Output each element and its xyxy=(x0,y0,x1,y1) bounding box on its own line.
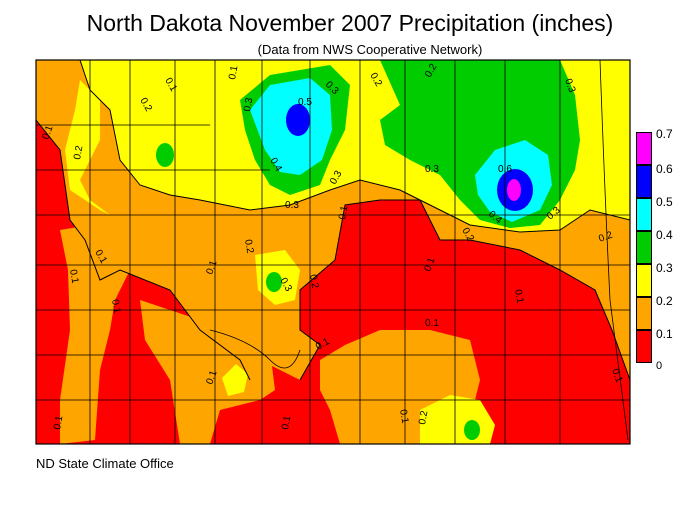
contour-label-37: 0.1 xyxy=(280,414,293,430)
legend-label-0.7: 0.7 xyxy=(656,127,673,141)
contour-label-13: 0.3 xyxy=(285,200,299,211)
contour-label-7: 0.5 xyxy=(298,97,312,108)
contour-label-22: 0.2 xyxy=(242,239,255,255)
contour-label-5: 0.1 xyxy=(227,64,240,80)
legend-label-0.1: 0.1 xyxy=(656,327,673,341)
legend-swatch-0.3-0.4 xyxy=(636,231,652,264)
legend-label-0.2: 0.2 xyxy=(656,294,673,308)
zone-0.2-0.3-southwest xyxy=(222,364,248,396)
contour-label-36: 0.2 xyxy=(417,409,430,425)
zone-0.3-0.4-west xyxy=(156,143,174,167)
legend-swatch-0-0.1 xyxy=(636,330,652,363)
legend-label-0.3: 0.3 xyxy=(656,261,673,275)
legend-label-0.6: 0.6 xyxy=(656,162,673,176)
contour-label-31: 0.1 xyxy=(425,318,439,329)
contour-label-27: 0.1 xyxy=(67,269,80,285)
legend-swatch-0.6-0.7 xyxy=(636,132,652,165)
contour-label-33: 0.1 xyxy=(204,369,219,386)
contour-label-38: 0.1 xyxy=(52,414,65,430)
contour-label-29: 0.1 xyxy=(422,256,437,273)
legend-label-0.5: 0.5 xyxy=(656,195,673,209)
contour-label-34: 0.1 xyxy=(609,367,624,384)
zone-over-0.6 xyxy=(507,179,521,201)
contour-label-30: 0.1 xyxy=(512,289,525,305)
map-subtitle: (Data from NWS Cooperative Network) xyxy=(257,42,483,57)
contour-label-6: 0.3 xyxy=(242,96,255,112)
zone-0.1-0.2-west xyxy=(60,225,130,444)
legend-label-0: 0 xyxy=(656,360,663,372)
zone-0.2-0.3-west xyxy=(65,80,110,215)
contour-label-2: 0.2 xyxy=(72,144,85,160)
legend-label-0.4: 0.4 xyxy=(656,228,673,242)
zone-0.3-0.4-south xyxy=(464,420,480,440)
contour-label-15: 0.3 xyxy=(425,164,439,175)
contour-label-21: 0.1 xyxy=(337,204,350,220)
legend-swatch-0.2-0.3 xyxy=(636,264,652,297)
contour-label-1: 0.1 xyxy=(40,124,55,141)
contour-label-16: 0.6 xyxy=(498,164,512,175)
zone-0.5-0.6-northcentral xyxy=(286,104,310,136)
zone-0.1-0.2-south xyxy=(140,300,275,444)
zone-0.3-0.4-central xyxy=(266,272,282,292)
credit-text: ND State Climate Office xyxy=(36,456,174,471)
contour-label-24: 0.1 xyxy=(204,259,219,276)
contour-label-20: 0.2 xyxy=(597,230,614,245)
contour-label-28: 0.1 xyxy=(109,299,122,315)
legend-swatch-0.4-0.5 xyxy=(636,198,652,231)
contour-label-35: 0.1 xyxy=(397,409,410,425)
map-title: North Dakota November 2007 Precipitation… xyxy=(86,10,614,36)
legend-swatch-0.5-0.6 xyxy=(636,165,652,198)
legend-swatch-0.1-0.2 xyxy=(636,297,652,330)
contour-label-11: 0.3 xyxy=(562,77,577,94)
contour-label-26: 0.2 xyxy=(307,274,320,290)
